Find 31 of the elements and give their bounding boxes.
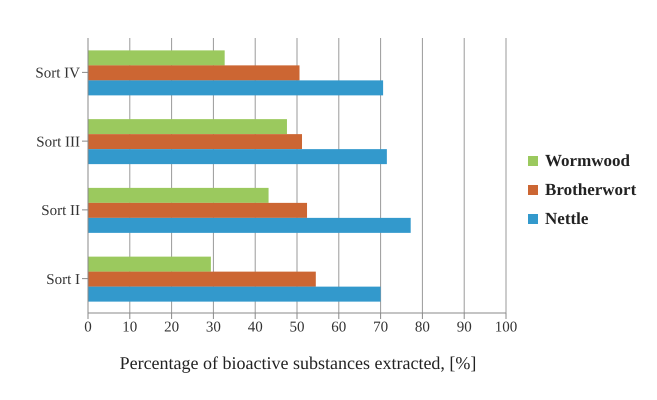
y-tick-label: Sort I — [46, 272, 80, 288]
legend-label: Brotherwort — [545, 180, 636, 200]
bar — [88, 80, 384, 96]
bar — [88, 286, 381, 302]
x-tick-label: 60 — [331, 320, 346, 336]
x-tick-label: 20 — [164, 320, 180, 336]
bar — [88, 202, 308, 218]
bar — [88, 65, 300, 80]
bar — [88, 272, 316, 287]
x-tick-label: 80 — [414, 320, 430, 336]
legend-label: Nettle — [545, 208, 588, 228]
legend-label: Wormwood — [545, 150, 630, 170]
bar — [88, 50, 225, 66]
x-tick-label: 40 — [248, 320, 263, 336]
bar — [88, 188, 269, 203]
x-tick-label: 0 — [84, 320, 92, 336]
bar — [88, 119, 287, 134]
y-tick-label: Sort IV — [35, 66, 80, 82]
bar — [88, 218, 411, 233]
x-tick-label: 90 — [456, 320, 472, 336]
bar — [88, 149, 387, 164]
bar — [88, 134, 302, 150]
y-tick-label: Sort II — [41, 203, 80, 220]
x-tick-label: 50 — [290, 320, 304, 336]
x-axis-title: Percentage of bioactive substances extracted, [%] — [118, 353, 478, 374]
x-tick-label: 30 — [206, 320, 221, 336]
bar — [88, 256, 211, 272]
y-tick-label: Sort III — [36, 134, 80, 150]
x-tick-label: 10 — [122, 320, 138, 336]
x-tick-label: 70 — [373, 320, 388, 336]
x-tick-label: 100 — [494, 320, 518, 336]
